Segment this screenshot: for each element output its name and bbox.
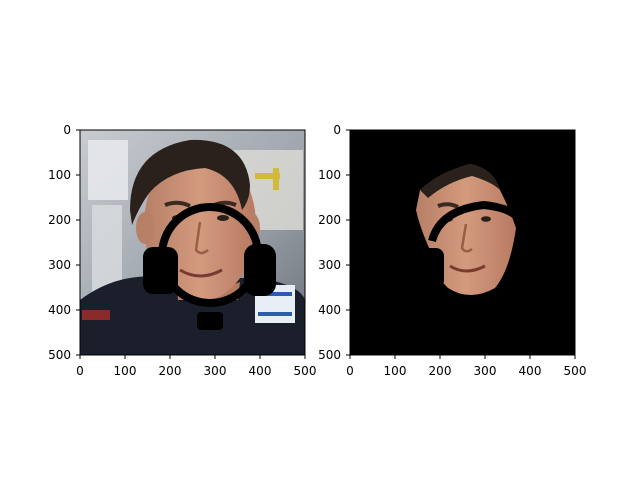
left-y-ticks: 0 100 200 300 400 500 (48, 123, 80, 362)
right-x-tick-0: 0 (346, 364, 354, 378)
left-x-tick-100: 100 (114, 364, 137, 378)
left-x-tick-400: 400 (249, 364, 272, 378)
right-y-ticks: 0 100 200 300 400 500 (318, 123, 350, 362)
right-y-tick-100: 100 (318, 168, 341, 182)
left-x-ticks: 0 100 200 300 400 500 (76, 355, 316, 378)
left-x-tick-300: 300 (204, 364, 227, 378)
right-axes: 0 100 200 300 400 500 0 100 200 300 400 (318, 123, 586, 378)
right-x-ticks: 0 100 200 300 400 500 (346, 355, 586, 378)
right-y-tick-0: 0 (333, 123, 341, 137)
right-image (350, 130, 575, 355)
left-x-tick-200: 200 (159, 364, 182, 378)
left-y-tick-0: 0 (63, 123, 71, 137)
left-y-tick-500: 500 (48, 348, 71, 362)
left-axes: 0 100 200 300 400 500 0 100 200 300 400 (48, 123, 316, 378)
left-y-tick-300: 300 (48, 258, 71, 272)
left-x-tick-500: 500 (294, 364, 317, 378)
left-y-tick-100: 100 (48, 168, 71, 182)
left-x-tick-0: 0 (76, 364, 84, 378)
right-x-tick-500: 500 (564, 364, 587, 378)
left-image (80, 130, 305, 355)
left-y-tick-200: 200 (48, 213, 71, 227)
right-y-tick-400: 400 (318, 303, 341, 317)
right-y-tick-500: 500 (318, 348, 341, 362)
right-y-tick-300: 300 (318, 258, 341, 272)
right-x-tick-200: 200 (429, 364, 452, 378)
left-y-tick-400: 400 (48, 303, 71, 317)
right-y-tick-200: 200 (318, 213, 341, 227)
right-x-tick-100: 100 (384, 364, 407, 378)
right-x-tick-300: 300 (474, 364, 497, 378)
right-x-tick-400: 400 (519, 364, 542, 378)
